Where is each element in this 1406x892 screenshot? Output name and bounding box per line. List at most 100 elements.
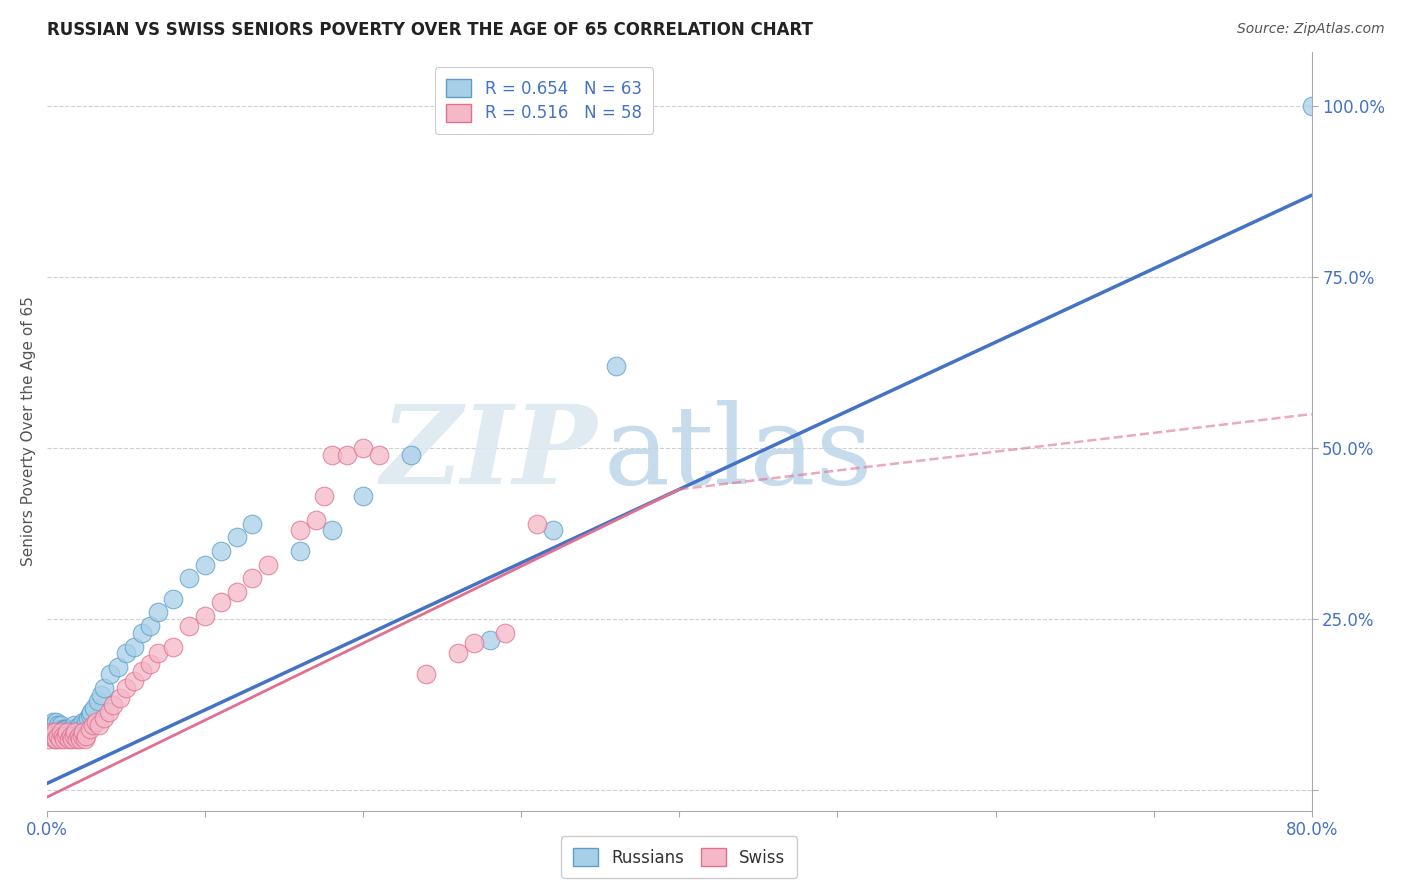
Point <box>46 725 69 739</box>
Point <box>55 722 77 736</box>
Point <box>209 544 232 558</box>
Point <box>72 725 94 739</box>
Legend: Russians, Swiss: Russians, Swiss <box>561 837 797 879</box>
Point <box>48 722 70 736</box>
Point <box>138 619 160 633</box>
Point <box>257 558 280 572</box>
Point <box>59 729 82 743</box>
Point <box>51 725 73 739</box>
Point <box>242 516 264 531</box>
Point <box>70 729 93 743</box>
Point <box>44 718 66 732</box>
Point <box>51 729 73 743</box>
Point <box>194 608 217 623</box>
Point <box>63 718 86 732</box>
Point <box>56 729 79 743</box>
Point <box>41 718 63 732</box>
Point <box>72 714 94 729</box>
Point <box>60 731 83 746</box>
Text: atlas: atlas <box>603 401 873 508</box>
Point <box>225 530 247 544</box>
Point <box>108 690 131 705</box>
Point <box>76 714 98 729</box>
Point <box>48 725 70 739</box>
Point <box>1301 99 1323 113</box>
Point <box>336 448 359 462</box>
Point <box>39 729 62 743</box>
Point <box>84 714 107 729</box>
Point <box>46 729 69 743</box>
Point <box>55 729 77 743</box>
Point <box>321 524 343 538</box>
Point <box>67 722 90 736</box>
Point <box>209 595 232 609</box>
Point <box>146 606 169 620</box>
Point <box>45 722 67 736</box>
Point <box>225 585 247 599</box>
Point <box>60 722 83 736</box>
Point <box>58 731 80 746</box>
Point <box>52 729 75 743</box>
Point <box>53 731 76 746</box>
Point <box>312 489 335 503</box>
Point <box>93 681 115 695</box>
Point <box>70 722 93 736</box>
Text: ZIP: ZIP <box>381 401 598 508</box>
Point <box>53 725 76 739</box>
Point <box>39 722 62 736</box>
Point <box>242 571 264 585</box>
Point <box>69 718 91 732</box>
Point <box>605 359 627 374</box>
Point <box>46 718 69 732</box>
Y-axis label: Seniors Poverty Over the Age of 65: Seniors Poverty Over the Age of 65 <box>21 296 35 566</box>
Point <box>66 731 89 746</box>
Point <box>63 729 86 743</box>
Point <box>42 714 65 729</box>
Point <box>38 731 60 746</box>
Point <box>65 725 87 739</box>
Point <box>541 524 564 538</box>
Point <box>494 626 516 640</box>
Point <box>56 725 79 739</box>
Text: Source: ZipAtlas.com: Source: ZipAtlas.com <box>1237 22 1385 37</box>
Point <box>131 626 153 640</box>
Point <box>48 731 70 746</box>
Point <box>162 591 184 606</box>
Point <box>44 725 66 739</box>
Point <box>45 731 67 746</box>
Point <box>59 729 82 743</box>
Point <box>80 705 103 719</box>
Point <box>55 725 77 739</box>
Point <box>194 558 217 572</box>
Point <box>41 725 63 739</box>
Point <box>179 571 201 585</box>
Point <box>103 698 125 712</box>
Point <box>42 729 65 743</box>
Point <box>352 442 374 456</box>
Point <box>122 673 145 688</box>
Point <box>38 725 60 739</box>
Point <box>56 722 79 736</box>
Point <box>368 448 391 462</box>
Point <box>107 660 129 674</box>
Point <box>288 544 311 558</box>
Point <box>90 688 112 702</box>
Point <box>115 681 138 695</box>
Point <box>162 640 184 654</box>
Point <box>79 722 101 736</box>
Point <box>73 718 96 732</box>
Point <box>399 448 422 462</box>
Point <box>526 516 548 531</box>
Point <box>59 722 82 736</box>
Point <box>478 632 501 647</box>
Point <box>131 664 153 678</box>
Point <box>66 725 89 739</box>
Point <box>352 489 374 503</box>
Point <box>305 513 328 527</box>
Point <box>146 647 169 661</box>
Point <box>44 725 66 739</box>
Point <box>415 667 437 681</box>
Point <box>97 705 120 719</box>
Point <box>79 708 101 723</box>
Point <box>447 647 470 661</box>
